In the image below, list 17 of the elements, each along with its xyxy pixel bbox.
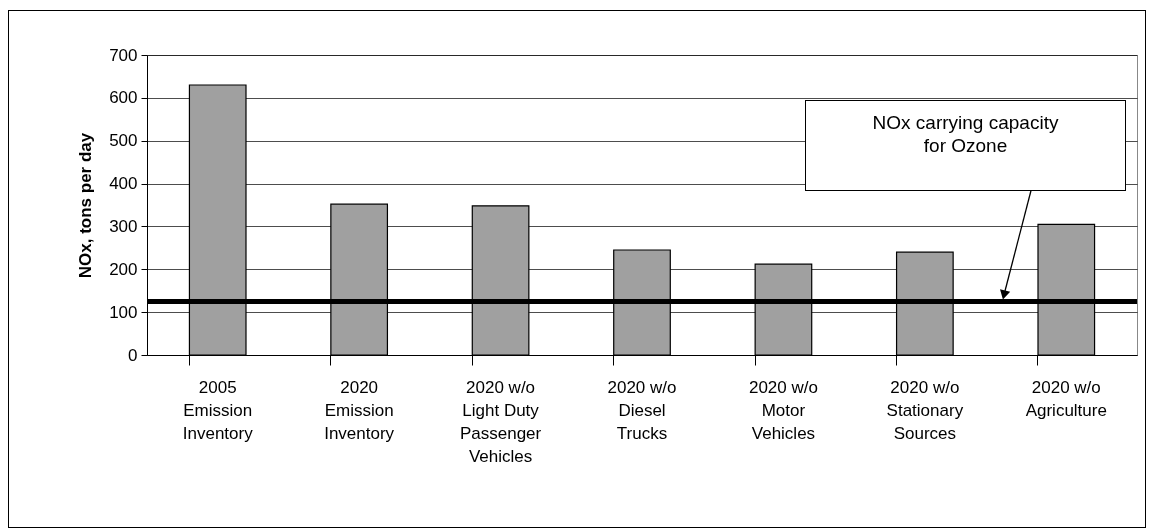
y-axis-title: NOx, tons per day [76,132,96,279]
y-tick-label: 0 [128,345,138,365]
x-tick-label: 2020 w/o Light Duty Passenger Vehicles [459,377,542,466]
y-tick-label: 400 [109,174,138,194]
y-tick-label: 200 [109,259,138,279]
callout-box: NOx carrying capacity for Ozone [805,100,1126,191]
y-tick-label: 100 [109,302,138,322]
x-tick-label: 2005 Emission Inventory [182,377,254,443]
x-tick-label: 2020 w/o Motor Vehicles [748,377,818,443]
x-tick-label: 2020 w/o Diesel Trucks [607,377,677,443]
y-tick-label: 700 [109,45,138,65]
x-tick-label: 2020 Emission Inventory [324,377,395,443]
y-tick-label: 600 [109,88,138,108]
y-tick-label: 500 [109,131,138,151]
y-tick-label: 300 [109,216,138,236]
x-tick-label: 2020 w/o Stationary Sources [886,377,964,443]
x-tick-label: 2020 w/o Agriculture [1025,377,1107,420]
